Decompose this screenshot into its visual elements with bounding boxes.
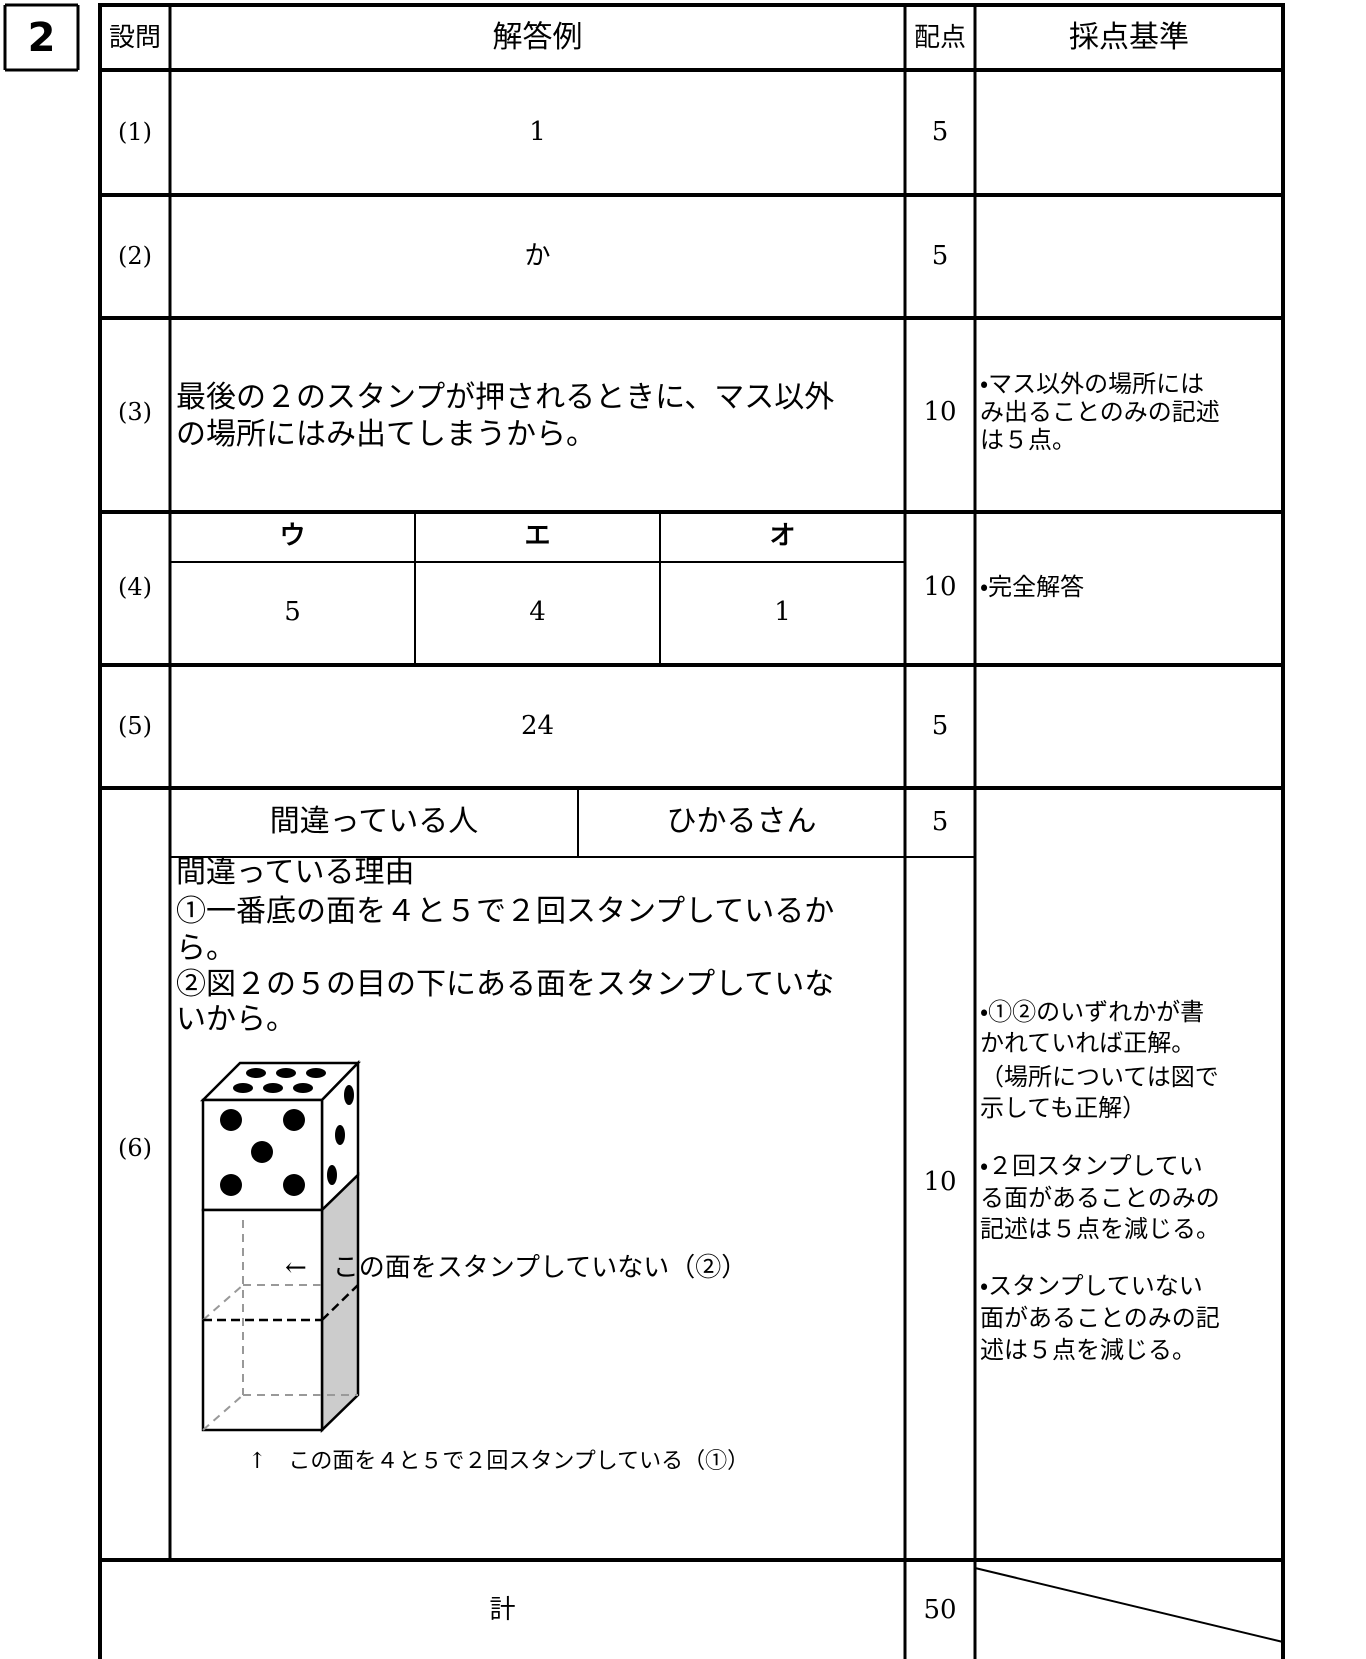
hidden-edges xyxy=(202,1220,358,1431)
criteria-line: （場所については図で xyxy=(980,1063,1219,1091)
points: 5 xyxy=(931,241,949,271)
pip xyxy=(220,1174,242,1196)
answer-line: 最後の２のスタンプが押されるときに、マス以外 xyxy=(176,380,835,415)
total-label: 計 xyxy=(489,1595,516,1625)
pip xyxy=(283,1174,305,1196)
dice-figure xyxy=(199,1059,361,1433)
pip xyxy=(283,1109,305,1131)
pip xyxy=(263,1083,283,1093)
sub-value: 1 xyxy=(774,597,791,627)
pip xyxy=(246,1068,266,1078)
pip xyxy=(344,1085,354,1105)
points: 5 xyxy=(931,117,949,147)
pip xyxy=(276,1068,296,1078)
total-points: 50 xyxy=(923,1595,957,1625)
criteria-line: る面があることのみの xyxy=(980,1184,1220,1212)
rule xyxy=(974,1567,1284,1643)
question-number: (6) xyxy=(118,1134,152,1162)
pip xyxy=(220,1109,242,1131)
question-number: (4) xyxy=(118,573,152,601)
reason-line: ②図２の５の目の下にある面をスタンプしていな xyxy=(176,967,835,1002)
pip xyxy=(293,1083,313,1093)
points: 5 xyxy=(931,807,949,837)
question-number: (1) xyxy=(118,118,152,146)
answer: 1 xyxy=(529,117,546,147)
column-header: 設問 xyxy=(108,23,161,53)
criteria-line: ・スタンプしていない xyxy=(980,1272,1203,1300)
question-number: (3) xyxy=(118,398,152,426)
criteria-line: み出ることのみの記述 xyxy=(980,398,1220,426)
pip xyxy=(233,1083,253,1093)
hidden-edge xyxy=(202,1394,244,1431)
pip xyxy=(335,1125,345,1145)
criteria-line: かれていれば正解。 xyxy=(980,1029,1196,1057)
person: ひかるさん xyxy=(666,804,817,839)
person-label: 間違っている人 xyxy=(269,804,479,839)
column-header: 採点基準 xyxy=(1069,20,1189,55)
question-number: (5) xyxy=(118,712,152,740)
criteria-line: ・マス以外の場所には xyxy=(980,370,1205,398)
reason-line: いから。 xyxy=(176,1002,296,1037)
answer: か xyxy=(524,241,551,271)
sub-value: 5 xyxy=(284,597,301,627)
reason-line: ①一番底の面を４と５で２回スタンプしているか xyxy=(176,894,835,929)
sub-header: ウ xyxy=(279,521,306,551)
pip xyxy=(306,1068,326,1078)
figure-label: ← この面をスタンプしていない（②） xyxy=(285,1253,748,1283)
sub-header: エ xyxy=(524,521,551,551)
pip xyxy=(327,1165,337,1185)
criteria-line: ・完全解答 xyxy=(980,573,1085,601)
criteria-line: ・①②のいずれかが書 xyxy=(980,998,1205,1026)
sub-header: オ xyxy=(769,521,796,551)
answer: 24 xyxy=(520,711,555,741)
criteria-line: 述は５点を減じる。 xyxy=(980,1336,1196,1364)
sub-value: 4 xyxy=(529,597,546,627)
criteria-line: 記述は５点を減じる。 xyxy=(980,1215,1220,1243)
pip xyxy=(251,1141,273,1163)
question-number: (2) xyxy=(118,242,152,270)
criteria-line: 示しても正解） xyxy=(980,1094,1147,1122)
right-face-lower xyxy=(320,1172,360,1433)
divider-edge xyxy=(321,1284,359,1321)
points: 10 xyxy=(923,1167,957,1197)
points: 10 xyxy=(923,572,957,602)
hidden-edge xyxy=(202,1284,244,1321)
points: 10 xyxy=(923,397,957,427)
column-header: 配点 xyxy=(913,23,966,53)
pips xyxy=(220,1068,354,1196)
reason-line: 間違っている理由 xyxy=(176,855,415,890)
points: 5 xyxy=(931,711,949,741)
criteria-line: ・２回スタンプしてい xyxy=(980,1152,1203,1180)
figure-label: ↑ この面を４と５で２回スタンプしている（①） xyxy=(248,1449,750,1474)
section-number: 2 xyxy=(27,15,56,61)
criteria-line: は５点。 xyxy=(980,426,1076,454)
column-header: 解答例 xyxy=(492,20,583,55)
criteria-line: 面があることのみの記 xyxy=(980,1304,1220,1332)
answer-line: の場所にはみ出てしまうから。 xyxy=(176,417,596,452)
reason-line: ら。 xyxy=(176,931,236,966)
